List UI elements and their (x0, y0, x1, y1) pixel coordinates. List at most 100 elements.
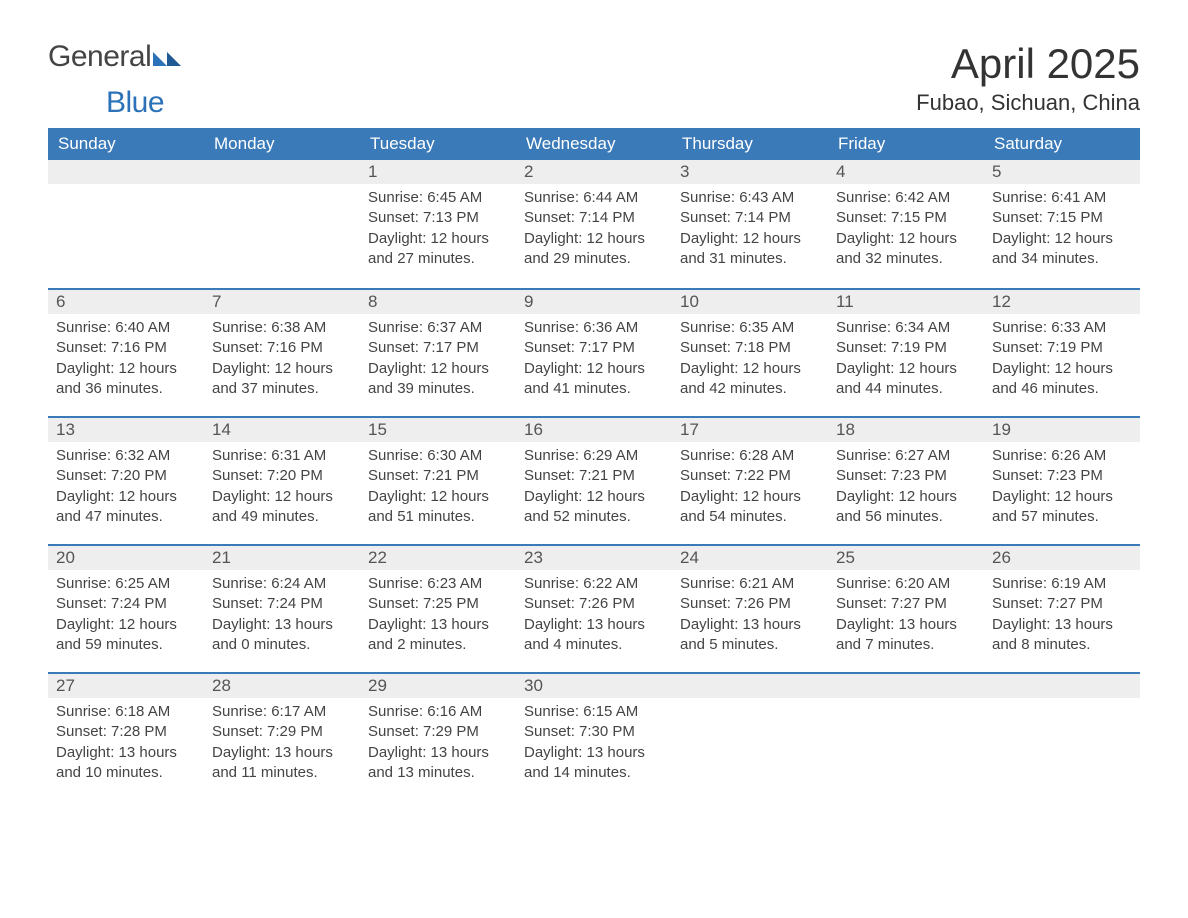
day-details: Sunrise: 6:19 AMSunset: 7:27 PMDaylight:… (984, 570, 1140, 663)
day-number: 6 (48, 288, 204, 314)
calendar-cell: 5Sunrise: 6:41 AMSunset: 7:15 PMDaylight… (984, 160, 1140, 288)
calendar-cell: 30Sunrise: 6:15 AMSunset: 7:30 PMDayligh… (516, 672, 672, 800)
calendar-cell: 10Sunrise: 6:35 AMSunset: 7:18 PMDayligh… (672, 288, 828, 416)
title-block: April 2025 Fubao, Sichuan, China (916, 40, 1140, 124)
day-details: Sunrise: 6:24 AMSunset: 7:24 PMDaylight:… (204, 570, 360, 663)
calendar-cell: 8Sunrise: 6:37 AMSunset: 7:17 PMDaylight… (360, 288, 516, 416)
day-number: 13 (48, 416, 204, 442)
day-details: Sunrise: 6:34 AMSunset: 7:19 PMDaylight:… (828, 314, 984, 407)
day-details: Sunrise: 6:21 AMSunset: 7:26 PMDaylight:… (672, 570, 828, 663)
calendar-cell: 27Sunrise: 6:18 AMSunset: 7:28 PMDayligh… (48, 672, 204, 800)
day-number: 27 (48, 672, 204, 698)
day-details: Sunrise: 6:38 AMSunset: 7:16 PMDaylight:… (204, 314, 360, 407)
day-details: Sunrise: 6:23 AMSunset: 7:25 PMDaylight:… (360, 570, 516, 663)
day-number: 25 (828, 544, 984, 570)
day-number: 18 (828, 416, 984, 442)
day-header: Tuesday (360, 128, 516, 160)
logo-text-blue: Blue (106, 86, 164, 120)
day-details: Sunrise: 6:17 AMSunset: 7:29 PMDaylight:… (204, 698, 360, 791)
day-details: Sunrise: 6:22 AMSunset: 7:26 PMDaylight:… (516, 570, 672, 663)
day-details: Sunrise: 6:42 AMSunset: 7:15 PMDaylight:… (828, 184, 984, 277)
day-number: 21 (204, 544, 360, 570)
calendar-cell: 6Sunrise: 6:40 AMSunset: 7:16 PMDaylight… (48, 288, 204, 416)
day-number: 8 (360, 288, 516, 314)
calendar-cell: 9Sunrise: 6:36 AMSunset: 7:17 PMDaylight… (516, 288, 672, 416)
calendar-cell: 29Sunrise: 6:16 AMSunset: 7:29 PMDayligh… (360, 672, 516, 800)
day-details: Sunrise: 6:32 AMSunset: 7:20 PMDaylight:… (48, 442, 204, 535)
calendar-cell (672, 672, 828, 800)
calendar-cell (48, 160, 204, 288)
day-number: 22 (360, 544, 516, 570)
day-header: Thursday (672, 128, 828, 160)
day-details: Sunrise: 6:31 AMSunset: 7:20 PMDaylight:… (204, 442, 360, 535)
day-number: 14 (204, 416, 360, 442)
day-details: Sunrise: 6:43 AMSunset: 7:14 PMDaylight:… (672, 184, 828, 277)
day-number: 28 (204, 672, 360, 698)
location: Fubao, Sichuan, China (916, 90, 1140, 116)
calendar-cell: 14Sunrise: 6:31 AMSunset: 7:20 PMDayligh… (204, 416, 360, 544)
calendar-cell: 28Sunrise: 6:17 AMSunset: 7:29 PMDayligh… (204, 672, 360, 800)
calendar-cell: 12Sunrise: 6:33 AMSunset: 7:19 PMDayligh… (984, 288, 1140, 416)
calendar-cell: 2Sunrise: 6:44 AMSunset: 7:14 PMDaylight… (516, 160, 672, 288)
calendar-cell: 22Sunrise: 6:23 AMSunset: 7:25 PMDayligh… (360, 544, 516, 672)
calendar-cell: 21Sunrise: 6:24 AMSunset: 7:24 PMDayligh… (204, 544, 360, 672)
day-number: 3 (672, 160, 828, 184)
day-number: 17 (672, 416, 828, 442)
day-number: 9 (516, 288, 672, 314)
calendar-cell: 1Sunrise: 6:45 AMSunset: 7:13 PMDaylight… (360, 160, 516, 288)
day-header: Monday (204, 128, 360, 160)
calendar-cell (204, 160, 360, 288)
day-header: Saturday (984, 128, 1140, 160)
day-number: 10 (672, 288, 828, 314)
day-number: 4 (828, 160, 984, 184)
day-details: Sunrise: 6:18 AMSunset: 7:28 PMDaylight:… (48, 698, 204, 791)
day-details: Sunrise: 6:36 AMSunset: 7:17 PMDaylight:… (516, 314, 672, 407)
day-number: 29 (360, 672, 516, 698)
day-details: Sunrise: 6:25 AMSunset: 7:24 PMDaylight:… (48, 570, 204, 663)
day-details: Sunrise: 6:44 AMSunset: 7:14 PMDaylight:… (516, 184, 672, 277)
day-details: Sunrise: 6:41 AMSunset: 7:15 PMDaylight:… (984, 184, 1140, 277)
calendar-table: SundayMondayTuesdayWednesdayThursdayFrid… (48, 128, 1140, 800)
day-details: Sunrise: 6:40 AMSunset: 7:16 PMDaylight:… (48, 314, 204, 407)
day-details: Sunrise: 6:37 AMSunset: 7:17 PMDaylight:… (360, 314, 516, 407)
calendar-cell: 18Sunrise: 6:27 AMSunset: 7:23 PMDayligh… (828, 416, 984, 544)
day-number: 26 (984, 544, 1140, 570)
calendar-cell: 24Sunrise: 6:21 AMSunset: 7:26 PMDayligh… (672, 544, 828, 672)
day-number: 1 (360, 160, 516, 184)
day-number: 24 (672, 544, 828, 570)
day-details: Sunrise: 6:27 AMSunset: 7:23 PMDaylight:… (828, 442, 984, 535)
day-header: Wednesday (516, 128, 672, 160)
calendar-cell: 13Sunrise: 6:32 AMSunset: 7:20 PMDayligh… (48, 416, 204, 544)
logo: General (48, 40, 181, 74)
day-details: Sunrise: 6:35 AMSunset: 7:18 PMDaylight:… (672, 314, 828, 407)
day-details: Sunrise: 6:45 AMSunset: 7:13 PMDaylight:… (360, 184, 516, 277)
calendar-cell: 20Sunrise: 6:25 AMSunset: 7:24 PMDayligh… (48, 544, 204, 672)
calendar-cell: 15Sunrise: 6:30 AMSunset: 7:21 PMDayligh… (360, 416, 516, 544)
day-details: Sunrise: 6:16 AMSunset: 7:29 PMDaylight:… (360, 698, 516, 791)
day-details: Sunrise: 6:29 AMSunset: 7:21 PMDaylight:… (516, 442, 672, 535)
calendar-cell (828, 672, 984, 800)
day-number: 5 (984, 160, 1140, 184)
day-details: Sunrise: 6:28 AMSunset: 7:22 PMDaylight:… (672, 442, 828, 535)
day-number: 11 (828, 288, 984, 314)
logo-icon (153, 40, 181, 74)
calendar-header-row: SundayMondayTuesdayWednesdayThursdayFrid… (48, 128, 1140, 160)
month-title: April 2025 (916, 40, 1140, 88)
day-header: Sunday (48, 128, 204, 160)
day-number: 7 (204, 288, 360, 314)
day-number: 2 (516, 160, 672, 184)
day-number: 12 (984, 288, 1140, 314)
calendar-cell: 4Sunrise: 6:42 AMSunset: 7:15 PMDaylight… (828, 160, 984, 288)
logo-text-general: General (48, 40, 151, 74)
calendar-cell: 25Sunrise: 6:20 AMSunset: 7:27 PMDayligh… (828, 544, 984, 672)
day-number: 19 (984, 416, 1140, 442)
day-number: 23 (516, 544, 672, 570)
calendar-cell: 3Sunrise: 6:43 AMSunset: 7:14 PMDaylight… (672, 160, 828, 288)
calendar-cell: 23Sunrise: 6:22 AMSunset: 7:26 PMDayligh… (516, 544, 672, 672)
calendar-cell: 19Sunrise: 6:26 AMSunset: 7:23 PMDayligh… (984, 416, 1140, 544)
day-details: Sunrise: 6:15 AMSunset: 7:30 PMDaylight:… (516, 698, 672, 791)
day-details: Sunrise: 6:26 AMSunset: 7:23 PMDaylight:… (984, 442, 1140, 535)
calendar-cell: 16Sunrise: 6:29 AMSunset: 7:21 PMDayligh… (516, 416, 672, 544)
calendar-cell: 17Sunrise: 6:28 AMSunset: 7:22 PMDayligh… (672, 416, 828, 544)
day-header: Friday (828, 128, 984, 160)
